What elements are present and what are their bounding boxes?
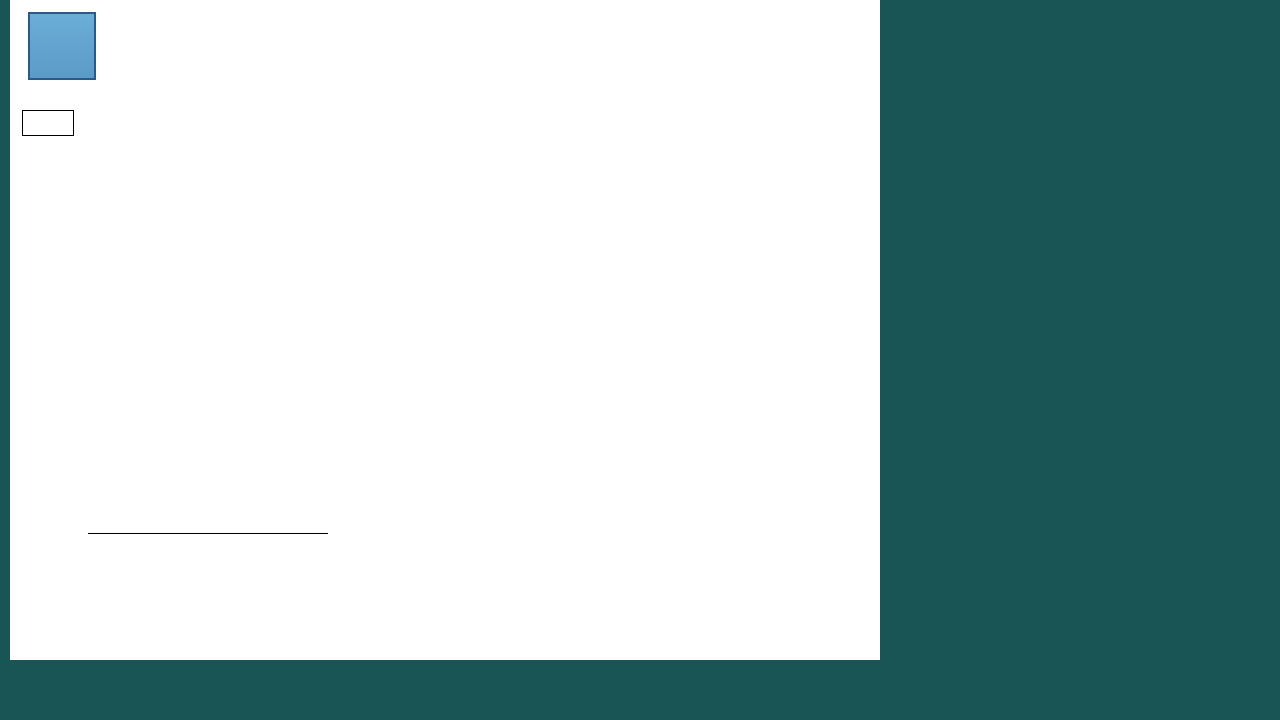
- graph-svg: [145, 144, 745, 504]
- problem-number-box: [22, 110, 74, 136]
- worksheet-panel: [10, 0, 880, 660]
- answer-blank: [88, 518, 328, 534]
- problem-row: [28, 110, 862, 136]
- graph-area: [145, 144, 745, 504]
- header-text: [110, 12, 862, 33]
- answer-line: [88, 516, 862, 534]
- chalk-sketch: [960, 4, 1260, 164]
- header-link: [110, 16, 862, 33]
- pi-logo-icon: [28, 12, 96, 80]
- worksheet-header: [28, 12, 862, 80]
